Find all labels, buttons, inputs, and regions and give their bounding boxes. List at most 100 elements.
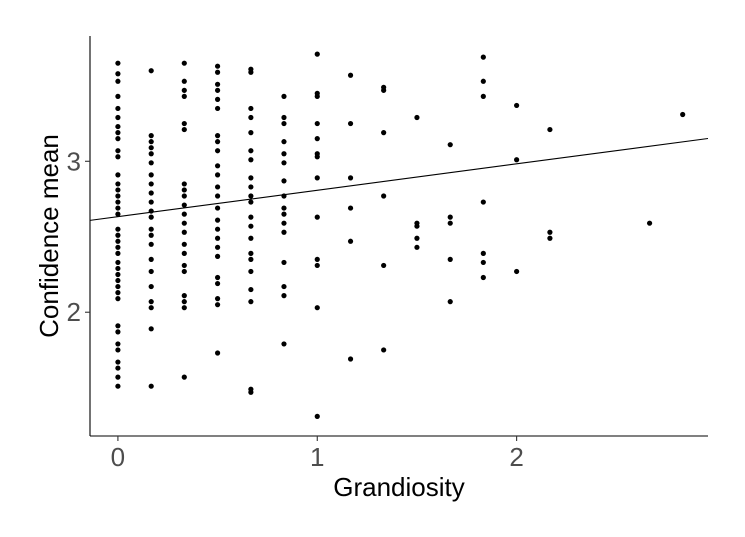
- data-point: [148, 199, 154, 205]
- data-point: [181, 299, 187, 305]
- data-point: [248, 299, 254, 305]
- data-point: [115, 259, 121, 266]
- data-point: [214, 244, 221, 250]
- data-point: [115, 296, 121, 302]
- data-point: [115, 205, 121, 211]
- data-point: [181, 374, 187, 380]
- data-point: [115, 347, 121, 353]
- data-point: [414, 114, 420, 121]
- data-point: [214, 235, 221, 241]
- data-point: [214, 226, 221, 232]
- data-point: [314, 214, 320, 220]
- data-point: [314, 93, 320, 99]
- data-point: [214, 139, 221, 145]
- data-point: [281, 211, 287, 217]
- data-point: [148, 326, 154, 332]
- data-point: [281, 293, 287, 299]
- data-point: [115, 199, 121, 205]
- data-point: [181, 78, 187, 84]
- data-point: [314, 51, 320, 57]
- data-point: [447, 256, 453, 262]
- data-point: [115, 114, 121, 121]
- data-point: [115, 374, 121, 380]
- data-point: [148, 190, 154, 196]
- data-point: [115, 93, 121, 99]
- data-point: [115, 211, 121, 217]
- data-point: [480, 54, 486, 60]
- data-point: [281, 205, 287, 211]
- data-point: [115, 359, 121, 365]
- data-point: [148, 151, 154, 157]
- data-points: [115, 51, 686, 419]
- data-point: [181, 268, 187, 275]
- data-point: [181, 60, 187, 66]
- data-point: [214, 133, 221, 139]
- x-tick-label: 2: [509, 442, 523, 472]
- data-point: [248, 114, 254, 121]
- data-point: [214, 253, 221, 259]
- data-point: [514, 268, 520, 275]
- data-point: [547, 229, 553, 235]
- data-point: [248, 268, 254, 275]
- data-point: [248, 157, 254, 163]
- data-point: [115, 283, 121, 290]
- data-point: [214, 302, 221, 308]
- data-point: [314, 136, 320, 142]
- data-point: [248, 130, 254, 136]
- data-point: [547, 126, 553, 133]
- data-point: [248, 105, 254, 112]
- x-tick-label: 0: [111, 442, 125, 472]
- data-point: [414, 223, 420, 229]
- data-point: [281, 151, 287, 157]
- data-point: [347, 72, 354, 78]
- data-point: [181, 305, 187, 311]
- data-point: [314, 305, 320, 311]
- data-point: [347, 238, 354, 244]
- data-point: [314, 154, 320, 160]
- data-point: [181, 193, 187, 199]
- data-point: [248, 148, 254, 154]
- data-point: [115, 105, 121, 112]
- data-point: [181, 211, 187, 217]
- data-point: [214, 193, 221, 199]
- data-point: [248, 286, 254, 293]
- data-point: [181, 126, 187, 133]
- data-point: [447, 299, 453, 305]
- data-point: [314, 256, 320, 262]
- data-point: [115, 341, 121, 347]
- data-point: [414, 244, 420, 250]
- data-point: [248, 199, 254, 205]
- data-point: [480, 78, 486, 84]
- data-point: [115, 226, 121, 232]
- data-point: [214, 87, 221, 93]
- data-point: [248, 69, 254, 75]
- data-point: [281, 139, 287, 145]
- data-point: [381, 262, 387, 269]
- data-point: [115, 154, 121, 160]
- data-point: [514, 102, 520, 109]
- data-point: [115, 244, 121, 250]
- data-point: [181, 262, 187, 269]
- data-point: [148, 160, 154, 166]
- data-point: [547, 235, 553, 241]
- y-axis-ticks: 23: [67, 146, 90, 327]
- data-point: [248, 193, 254, 199]
- data-point: [115, 60, 121, 66]
- data-point: [347, 205, 354, 211]
- data-point: [115, 148, 121, 154]
- data-point: [181, 293, 187, 299]
- data-point: [214, 217, 221, 223]
- data-point: [480, 259, 486, 266]
- data-point: [115, 265, 121, 272]
- data-point: [115, 78, 121, 84]
- data-point: [115, 181, 121, 187]
- y-tick-label: 2: [67, 297, 81, 327]
- data-point: [214, 350, 221, 356]
- data-point: [214, 105, 221, 112]
- data-point: [181, 250, 187, 256]
- data-point: [347, 120, 354, 127]
- y-axis-title: Confidence mean: [34, 134, 64, 338]
- data-point: [646, 220, 653, 226]
- data-point: [281, 160, 287, 166]
- data-point: [281, 229, 287, 235]
